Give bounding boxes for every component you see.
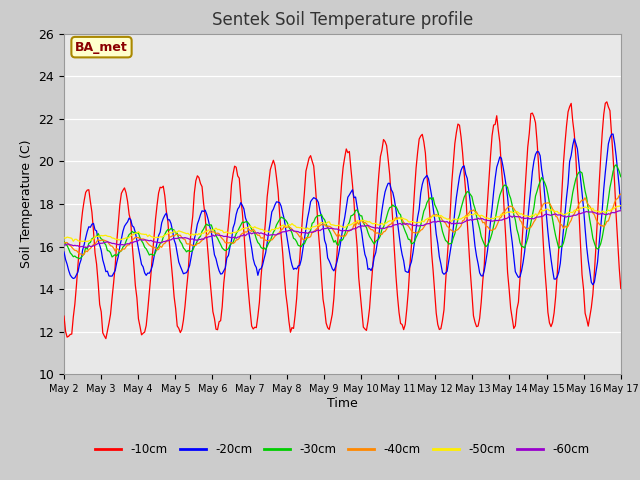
- -30cm: [228, 240, 236, 246]
- -60cm: [617, 208, 625, 214]
- -20cm: [244, 228, 252, 234]
- X-axis label: Time: Time: [327, 397, 358, 410]
- -20cm: [609, 131, 617, 137]
- -50cm: [305, 227, 313, 232]
- -20cm: [226, 244, 234, 250]
- -20cm: [586, 268, 594, 274]
- -50cm: [246, 223, 254, 229]
- -60cm: [305, 229, 313, 235]
- -40cm: [246, 228, 254, 233]
- -60cm: [246, 230, 254, 236]
- -20cm: [617, 206, 625, 212]
- -60cm: [588, 209, 595, 215]
- Line: -10cm: -10cm: [64, 102, 621, 338]
- -60cm: [83, 244, 91, 250]
- -40cm: [617, 191, 625, 197]
- -20cm: [254, 273, 262, 278]
- Title: Sentek Soil Temperature profile: Sentek Soil Temperature profile: [212, 11, 473, 29]
- -20cm: [589, 282, 596, 288]
- -30cm: [60, 239, 68, 244]
- -50cm: [228, 230, 236, 236]
- -40cm: [588, 206, 595, 212]
- -50cm: [588, 206, 595, 212]
- -50cm: [79, 239, 86, 244]
- -10cm: [228, 182, 236, 188]
- -40cm: [79, 252, 86, 258]
- -20cm: [129, 223, 136, 228]
- -50cm: [617, 203, 625, 208]
- -40cm: [228, 240, 236, 246]
- Text: BA_met: BA_met: [75, 41, 128, 54]
- -50cm: [130, 232, 138, 238]
- Y-axis label: Soil Temperature (C): Soil Temperature (C): [20, 140, 33, 268]
- -30cm: [612, 162, 620, 168]
- -30cm: [76, 256, 83, 262]
- -10cm: [255, 299, 263, 305]
- -60cm: [60, 242, 68, 248]
- -20cm: [60, 249, 68, 255]
- -30cm: [617, 174, 625, 180]
- -60cm: [228, 235, 236, 240]
- Line: -40cm: -40cm: [64, 194, 621, 255]
- -10cm: [246, 308, 254, 313]
- -10cm: [617, 286, 625, 291]
- Line: -60cm: -60cm: [64, 211, 621, 247]
- -20cm: [303, 216, 311, 221]
- -60cm: [255, 230, 263, 236]
- -40cm: [60, 240, 68, 246]
- -40cm: [130, 236, 138, 242]
- -10cm: [588, 305, 595, 311]
- Line: -30cm: -30cm: [64, 165, 621, 259]
- Line: -20cm: -20cm: [64, 134, 621, 285]
- -30cm: [588, 226, 595, 231]
- -50cm: [255, 226, 263, 232]
- -60cm: [130, 239, 138, 245]
- -40cm: [305, 235, 313, 240]
- -40cm: [255, 232, 263, 238]
- -10cm: [102, 336, 109, 341]
- -30cm: [130, 230, 138, 236]
- -30cm: [255, 241, 263, 247]
- -30cm: [246, 223, 254, 228]
- Legend: -10cm, -20cm, -30cm, -40cm, -50cm, -60cm: -10cm, -20cm, -30cm, -40cm, -50cm, -60cm: [91, 438, 594, 461]
- -30cm: [305, 230, 313, 236]
- Line: -50cm: -50cm: [64, 205, 621, 241]
- -10cm: [305, 155, 313, 161]
- -50cm: [60, 235, 68, 240]
- -10cm: [603, 99, 611, 105]
- -10cm: [60, 313, 68, 319]
- -10cm: [130, 262, 138, 267]
